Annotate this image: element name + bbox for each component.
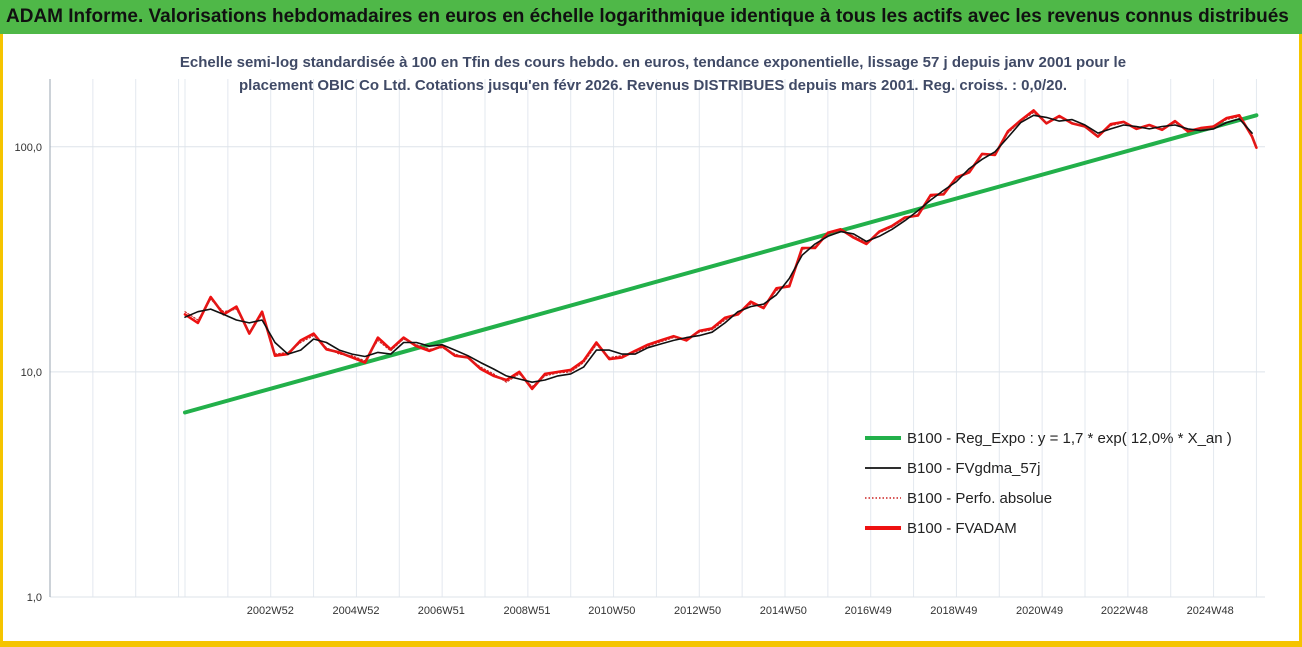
series-line-1 (184, 114, 1253, 384)
report-banner-title: ADAM Informe. Valorisations hebdomadaire… (0, 0, 1302, 34)
x-tick-label: 2006W51 (418, 605, 465, 617)
axis-layer: 1,0 10,0 100,0 2002W52 2004W52 2006W51 2008W51… (14, 79, 1234, 617)
legend-entry-label: B100 - Perfo. absolue (907, 490, 1052, 507)
x-tick-label: 2008W51 (503, 605, 550, 617)
x-tick-label: 2022W48 (1101, 605, 1148, 617)
legend: B100 - Reg_Expo : y = 1,7 * exp( 12,0% *… (865, 430, 1232, 537)
x-tick-label: 2012W50 (674, 605, 721, 617)
legend-entry-label: B100 - FVgdma_57j (907, 460, 1040, 477)
x-tick-label: 2018W49 (930, 605, 977, 617)
x-tick-label: 2010W50 (588, 605, 635, 617)
series-line-3 (183, 109, 1258, 391)
grid-layer (49, 79, 1265, 598)
x-tick-label: 2014W50 (760, 605, 807, 617)
y-tick-label: 10,0 (21, 367, 42, 379)
y-tick-label: 100,0 (14, 142, 42, 154)
legend-entry-label: B100 - FVADAM (907, 520, 1017, 537)
x-tick-label: 2024W48 (1187, 605, 1234, 617)
x-tick-label: 2020W49 (1016, 605, 1063, 617)
y-tick-label: 1,0 (27, 592, 42, 604)
chart-frame: 1,0 10,0 100,0 2002W52 2004W52 2006W51 2008W51… (0, 34, 1302, 647)
series-line-0 (183, 113, 1259, 415)
series-layer (183, 109, 1259, 415)
chart-subtitle-line-2: placement OBIC Co Ltd. Cotations jusqu'e… (239, 77, 1067, 94)
x-tick-label: 2002W52 (247, 605, 294, 617)
chart-plot: 1,0 10,0 100,0 2002W52 2004W52 2006W51 2008W51… (14, 79, 1265, 617)
legend-entry-label: B100 - Reg_Expo : y = 1,7 * exp( 12,0% *… (907, 430, 1232, 447)
x-tick-label: 2016W49 (845, 605, 892, 617)
series-line-2 (184, 111, 1258, 388)
chart-subtitle-line-1: Echelle semi-log standardisée à 100 en T… (179, 54, 1127, 71)
x-tick-label: 2004W52 (332, 605, 379, 617)
